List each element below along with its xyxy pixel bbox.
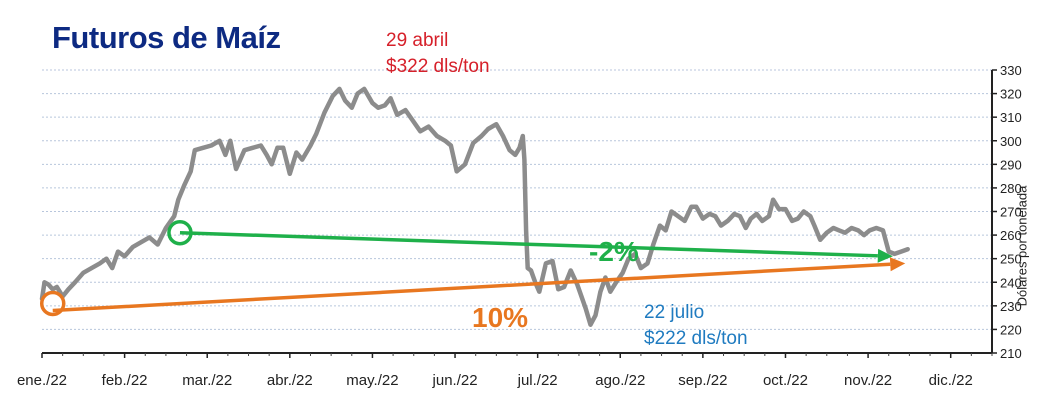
peak-value-label: $322 dls/ton: [386, 56, 490, 77]
x-tick-labels: ene./22 feb./22 mar./22 abr./22 may./22 jun./…: [17, 372, 973, 389]
axes: [41, 69, 997, 358]
y-tick-label: 300: [1000, 134, 1022, 149]
chart-title: Futuros de Maíz: [52, 20, 281, 55]
y-tick-label: 280: [1000, 181, 1022, 196]
green-circle-marker: [167, 219, 193, 246]
y-tick-label: 220: [1000, 322, 1022, 337]
x-tick-label: mar./22: [182, 372, 232, 389]
green-trend-line: [179, 230, 878, 258]
peak-date-label: 29 abril: [386, 30, 449, 51]
y-tick-label: 250: [1000, 252, 1022, 267]
orange-trend-arrowhead: [889, 257, 906, 272]
orange-circle-marker: [39, 290, 66, 317]
orange-change-label: 10%: [472, 302, 529, 333]
orange-trend-line: [52, 262, 891, 313]
x-tick-label: abr./22: [267, 372, 313, 389]
peak-annotation: 29 abril $322 dls/ton: [386, 28, 490, 80]
x-tick-label: oct./22: [763, 372, 808, 389]
x-tick-label: dic./22: [929, 372, 973, 389]
y-axis-title-text: Dólares por tonelada: [1014, 185, 1030, 307]
y-tick-label: 270: [1000, 205, 1022, 220]
y-tick-labels: 210 220 230 240 250 260 270 280 290 300 310 320 330: [1000, 63, 1022, 361]
trend-markers: [39, 219, 193, 317]
x-tick-label: jul./22: [517, 372, 558, 389]
x-tick-label: ago./22: [595, 372, 645, 389]
x-tick-label: may./22: [346, 372, 398, 389]
gridlines: [42, 69, 992, 330]
x-tick-label: nov./22: [844, 372, 892, 389]
series-layer: [39, 86, 910, 327]
y-tick-label: 330: [1000, 63, 1022, 78]
y-tick-label: 320: [1000, 87, 1022, 102]
trend-lines: [52, 230, 906, 313]
x-tick-label: ene./22: [17, 372, 67, 389]
low-date-label: 22 julio: [644, 302, 705, 323]
y-tick-label: 310: [1000, 110, 1022, 125]
y-tick-label: 230: [1000, 299, 1022, 314]
green-trend-arrowhead: [877, 248, 893, 263]
x-tick-label: feb./22: [102, 372, 148, 389]
green-change-label: -2%: [589, 236, 639, 267]
y-tick-label: 290: [1000, 157, 1022, 172]
y-tick-label: 240: [1000, 275, 1022, 290]
y-tick-label: 260: [1000, 228, 1022, 243]
low-annotation: 22 julio $222 dls/ton: [644, 300, 748, 352]
x-tick-label: jun./22: [432, 372, 478, 389]
price-series-line: [39, 86, 910, 327]
y-tick-label: 210: [1000, 346, 1022, 361]
low-value-label: $222 dls/ton: [644, 328, 748, 349]
x-tick-label: sep./22: [678, 372, 727, 389]
